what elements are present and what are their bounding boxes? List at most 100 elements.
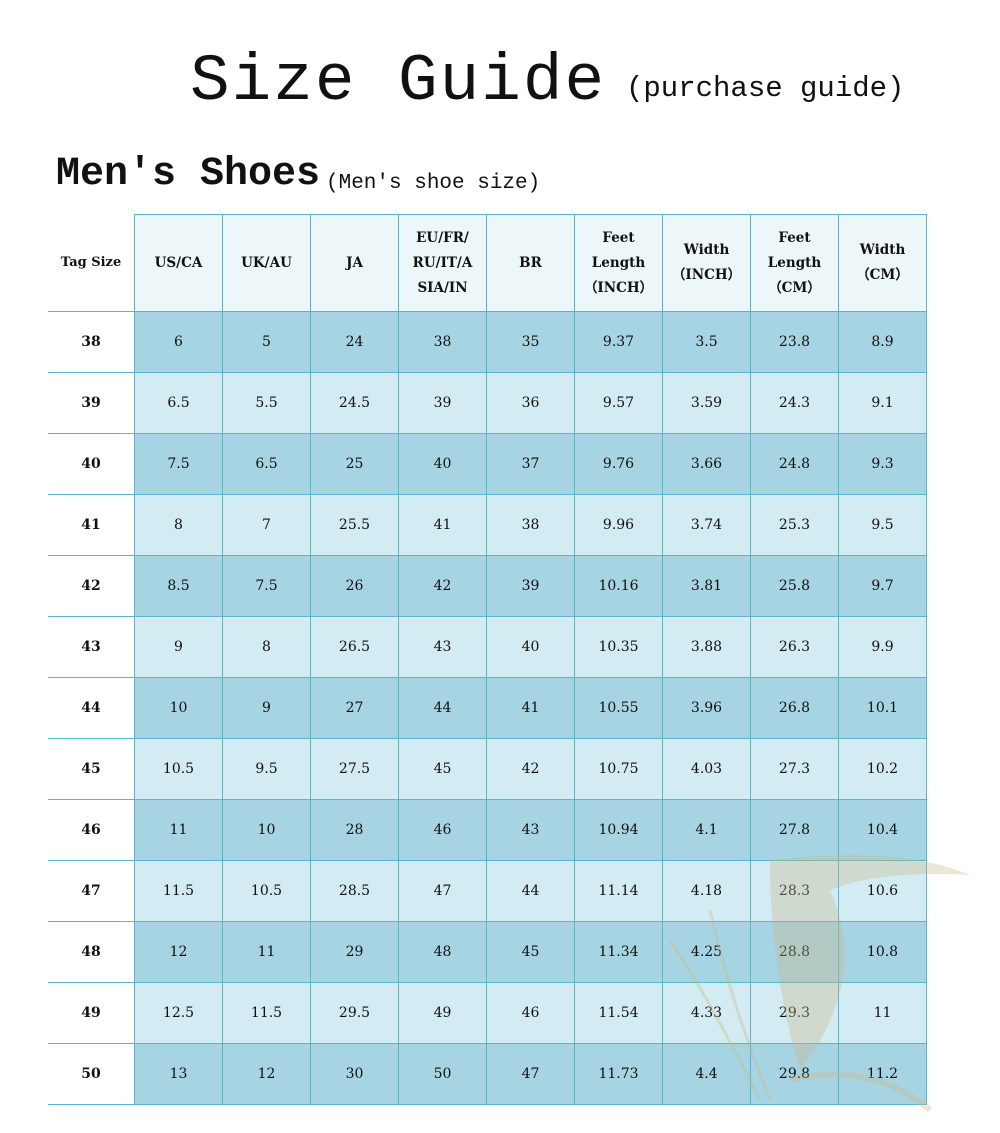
table-cell: 27.8 xyxy=(750,799,839,861)
table-cell: 27.5 xyxy=(310,738,399,800)
table-cell: 41 xyxy=(486,677,575,739)
table-cell: 9.5 xyxy=(222,738,311,800)
table-cell: 37 xyxy=(486,433,575,495)
tag-size-cell: 46 xyxy=(48,799,135,861)
table-cell: 3.74 xyxy=(662,494,751,556)
column-header: EU/FR/ RU/IT/A SIA/IN xyxy=(398,214,487,312)
table-cell: 9.57 xyxy=(574,372,663,434)
table-cell: 36 xyxy=(486,372,575,434)
table-row: 40 7.5 6.5 25 40 37 9.76 3.66 24.8 9.3 xyxy=(48,433,927,495)
size-table: Tag Size US/CA UK/AU JA EU/FR/ RU/IT/A SIA/I… xyxy=(48,214,927,1105)
table-cell: 26.5 xyxy=(310,616,399,678)
table-cell: 26.8 xyxy=(750,677,839,739)
table-row: 46 11 10 28 46 43 10.94 4.1 27.8 10.4 xyxy=(48,799,927,861)
table-row: 41 8 7 25.5 41 38 9.96 3.74 25.3 9.5 xyxy=(48,494,927,556)
tag-size-cell: 38 xyxy=(48,311,135,373)
table-cell: 3.88 xyxy=(662,616,751,678)
table-cell: 3.66 xyxy=(662,433,751,495)
table-cell: 10.75 xyxy=(574,738,663,800)
table-cell: 9.7 xyxy=(838,555,927,617)
table-cell: 27.3 xyxy=(750,738,839,800)
table-cell: 28.8 xyxy=(750,921,839,983)
table-cell: 11.14 xyxy=(574,860,663,922)
tag-size-cell: 41 xyxy=(48,494,135,556)
table-cell: 4.03 xyxy=(662,738,751,800)
column-header: Feet Length （INCH） xyxy=(574,214,663,312)
table-cell: 38 xyxy=(486,494,575,556)
table-row: 38 6 5 24 38 35 9.37 3.5 23.8 8.9 xyxy=(48,311,927,373)
table-cell: 35 xyxy=(486,311,575,373)
table-cell: 24.5 xyxy=(310,372,399,434)
table-cell: 8.9 xyxy=(838,311,927,373)
column-header: US/CA xyxy=(134,214,223,312)
column-header: BR xyxy=(486,214,575,312)
table-cell: 6.5 xyxy=(222,433,311,495)
table-cell: 3.59 xyxy=(662,372,751,434)
table-cell: 11.5 xyxy=(134,860,223,922)
table-cell: 43 xyxy=(486,799,575,861)
table-cell: 10.5 xyxy=(134,738,223,800)
table-cell: 7 xyxy=(222,494,311,556)
table-cell: 11.34 xyxy=(574,921,663,983)
table-cell: 11 xyxy=(838,982,927,1044)
table-cell: 12.5 xyxy=(134,982,223,1044)
table-cell: 23.8 xyxy=(750,311,839,373)
tag-size-cell: 42 xyxy=(48,555,135,617)
table-cell: 10.8 xyxy=(838,921,927,983)
table-cell: 28.5 xyxy=(310,860,399,922)
table-cell: 3.5 xyxy=(662,311,751,373)
table-cell: 42 xyxy=(398,555,487,617)
table-cell: 46 xyxy=(398,799,487,861)
table-row: 45 10.5 9.5 27.5 45 42 10.75 4.03 27.3 10.2 xyxy=(48,738,927,800)
table-cell: 7.5 xyxy=(134,433,223,495)
table-cell: 9.5 xyxy=(838,494,927,556)
table-cell: 39 xyxy=(486,555,575,617)
table-row: 42 8.5 7.5 26 42 39 10.16 3.81 25.8 9.7 xyxy=(48,555,927,617)
tag-size-cell: 49 xyxy=(48,982,135,1044)
table-cell: 13 xyxy=(134,1043,223,1105)
table-cell: 9 xyxy=(134,616,223,678)
table-cell: 10.1 xyxy=(838,677,927,739)
table-cell: 11.73 xyxy=(574,1043,663,1105)
table-cell: 10.6 xyxy=(838,860,927,922)
table-cell: 10.4 xyxy=(838,799,927,861)
table-cell: 41 xyxy=(398,494,487,556)
page-subtitle: (purchase guide) xyxy=(626,72,905,105)
table-cell: 29 xyxy=(310,921,399,983)
table-cell: 9.9 xyxy=(838,616,927,678)
table-cell: 4.18 xyxy=(662,860,751,922)
table-cell: 25.8 xyxy=(750,555,839,617)
table-cell: 3.96 xyxy=(662,677,751,739)
table-row: 39 6.5 5.5 24.5 39 36 9.57 3.59 24.3 9.1 xyxy=(48,372,927,434)
table-cell: 40 xyxy=(398,433,487,495)
table-cell: 12 xyxy=(134,921,223,983)
table-cell: 40 xyxy=(486,616,575,678)
table-cell: 28 xyxy=(310,799,399,861)
table-cell: 5 xyxy=(222,311,311,373)
table-cell: 10 xyxy=(222,799,311,861)
table-cell: 5.5 xyxy=(222,372,311,434)
table-cell: 10.55 xyxy=(574,677,663,739)
table-cell: 42 xyxy=(486,738,575,800)
table-cell: 8 xyxy=(222,616,311,678)
table-row: 43 9 8 26.5 43 40 10.35 3.88 26.3 9.9 xyxy=(48,616,927,678)
table-cell: 28.3 xyxy=(750,860,839,922)
page-title: Size Guide xyxy=(190,44,607,119)
table-cell: 47 xyxy=(398,860,487,922)
table-row: 49 12.5 11.5 29.5 49 46 11.54 4.33 29.3 11 xyxy=(48,982,927,1044)
column-header: Width （INCH） xyxy=(662,214,751,312)
table-cell: 24 xyxy=(310,311,399,373)
table-cell: 26 xyxy=(310,555,399,617)
table-cell: 7.5 xyxy=(222,555,311,617)
table-cell: 11.54 xyxy=(574,982,663,1044)
table-cell: 44 xyxy=(398,677,487,739)
table-cell: 27 xyxy=(310,677,399,739)
table-cell: 11.2 xyxy=(838,1043,927,1105)
table-cell: 50 xyxy=(398,1043,487,1105)
table-cell: 24.8 xyxy=(750,433,839,495)
tag-size-cell: 40 xyxy=(48,433,135,495)
table-cell: 9.96 xyxy=(574,494,663,556)
table-cell: 46 xyxy=(486,982,575,1044)
table-cell: 4.4 xyxy=(662,1043,751,1105)
table-cell: 39 xyxy=(398,372,487,434)
